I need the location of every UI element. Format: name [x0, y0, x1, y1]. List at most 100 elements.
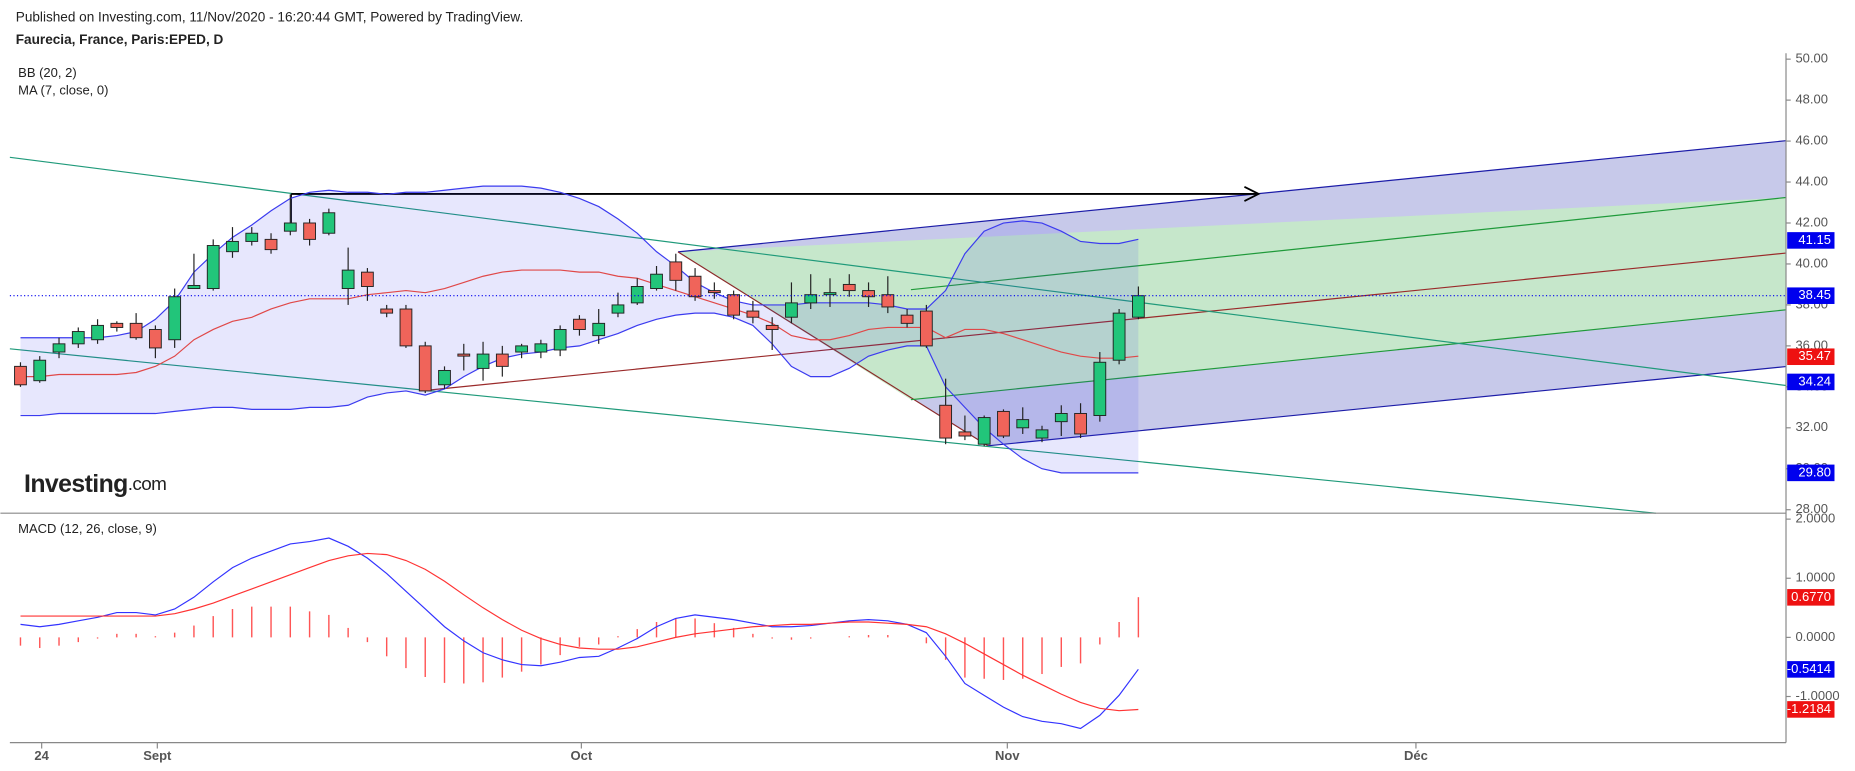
candle-body	[438, 369, 451, 386]
candle-body	[168, 296, 182, 341]
price-badge	[1787, 232, 1835, 249]
pitchfork-upper	[677, 140, 1787, 253]
candle-body	[553, 329, 567, 351]
candle-body	[187, 284, 201, 290]
candle-body	[1074, 412, 1087, 435]
y-tick-label: 48.00	[1795, 92, 1828, 107]
macd-line	[20, 537, 1139, 730]
y-tick-label: 46.00	[1795, 133, 1828, 148]
candle-body	[630, 286, 644, 304]
candle-body	[1035, 429, 1049, 439]
candle-body	[14, 365, 27, 386]
candle-body	[149, 329, 162, 349]
price-badge-label: 41.15	[1798, 232, 1831, 247]
candle-body	[245, 232, 259, 242]
candle-body	[958, 431, 972, 437]
candle-body	[765, 324, 779, 330]
price-badge	[1787, 373, 1835, 391]
candle-body	[206, 245, 220, 290]
y-tick-label: 2.0000	[1795, 511, 1835, 526]
pane-title: MACD (12, 26, close, 9)	[18, 521, 157, 536]
pitchfork-median	[427, 252, 1787, 391]
trend-line	[9, 348, 1656, 514]
candle-body	[1112, 312, 1126, 361]
candle-body	[71, 331, 85, 345]
x-tick-label: Nov	[995, 748, 1020, 763]
candle-body	[785, 302, 798, 318]
candle-body	[939, 404, 953, 439]
price-badge	[1787, 348, 1835, 366]
price-badge	[1787, 589, 1835, 606]
candle-body	[341, 269, 355, 290]
candle-body	[804, 294, 818, 304]
publisher-note: Published on Investing.com, 11/Nov/2020 …	[16, 9, 523, 24]
candle-body	[611, 304, 625, 314]
price-badge-label: -1.2184	[1787, 701, 1831, 716]
candle-body	[977, 417, 991, 445]
candle-body	[322, 212, 336, 234]
candle-body	[33, 359, 47, 382]
band-lower	[20, 312, 1139, 474]
y-tick-label: 50.00	[1795, 51, 1828, 66]
price-badge-label: 38.45	[1798, 287, 1831, 302]
price-badge	[1787, 464, 1835, 482]
y-tick-label: 0.0000	[1795, 629, 1835, 644]
x-tick-label: Déc	[1404, 748, 1428, 763]
price-badge-label: 0.6770	[1791, 589, 1831, 604]
legend-entry: MA (7, close, 0)	[18, 82, 108, 97]
candle-body	[688, 275, 702, 298]
candle-body	[418, 345, 432, 392]
candle-body	[515, 345, 528, 353]
candle-body	[823, 292, 837, 296]
candle-body	[1054, 412, 1068, 423]
chart-title: Faurecia, France, Paris:EPED, D	[16, 32, 224, 47]
y-tick-label: 32.00	[1795, 419, 1828, 434]
pitchfork-inner-lower	[910, 309, 1787, 401]
price-badge	[1787, 701, 1835, 718]
price-badge	[1787, 661, 1835, 678]
band-basis	[20, 269, 1139, 378]
candle-body	[592, 322, 606, 337]
candle-body	[303, 222, 316, 240]
candle-body	[919, 310, 933, 347]
candle-body	[862, 290, 875, 298]
candle-body	[476, 353, 490, 369]
watermark-suffix: .com	[128, 474, 167, 495]
price-badge-label: 34.24	[1798, 373, 1831, 388]
candle-body	[399, 308, 413, 347]
pitchfork-median-fill	[677, 197, 1787, 400]
candle-body	[997, 410, 1010, 437]
x-tick-label: Sept	[143, 748, 172, 763]
trend-line	[9, 156, 1787, 387]
price-badge-label: 35.47	[1798, 348, 1831, 363]
arrow-head	[1244, 186, 1261, 202]
candle-body	[707, 290, 721, 294]
y-tick-label: -1.0000	[1795, 688, 1839, 703]
candle-body	[746, 310, 760, 318]
candle-body	[650, 273, 663, 290]
drawings	[9, 140, 1787, 514]
x-tick-label: 24	[34, 748, 49, 763]
price-badge-label: -0.5414	[1787, 661, 1831, 676]
candle-body	[727, 294, 741, 316]
candle-body	[1131, 295, 1145, 318]
y-tick-label: 40.00	[1795, 255, 1828, 270]
candle-body	[457, 353, 471, 357]
candle-body	[669, 261, 683, 281]
pitchfork-inner-upper	[910, 196, 1787, 291]
legend-entry: BB (20, 2)	[18, 65, 77, 80]
candle-body	[900, 314, 914, 324]
y-tick-label: 28.00	[1795, 501, 1828, 516]
y-tick-label: 42.00	[1795, 214, 1828, 229]
pitchfork-lower	[987, 365, 1787, 447]
price-badge	[1787, 287, 1835, 304]
y-tick-label: 44.00	[1795, 173, 1828, 188]
y-tick-label: 1.0000	[1795, 570, 1835, 585]
candle-body	[842, 283, 856, 292]
candle-body	[495, 353, 509, 367]
candle-body	[226, 240, 239, 253]
candle-body	[264, 238, 278, 251]
candle-body	[52, 343, 66, 353]
signal-line	[20, 552, 1139, 712]
